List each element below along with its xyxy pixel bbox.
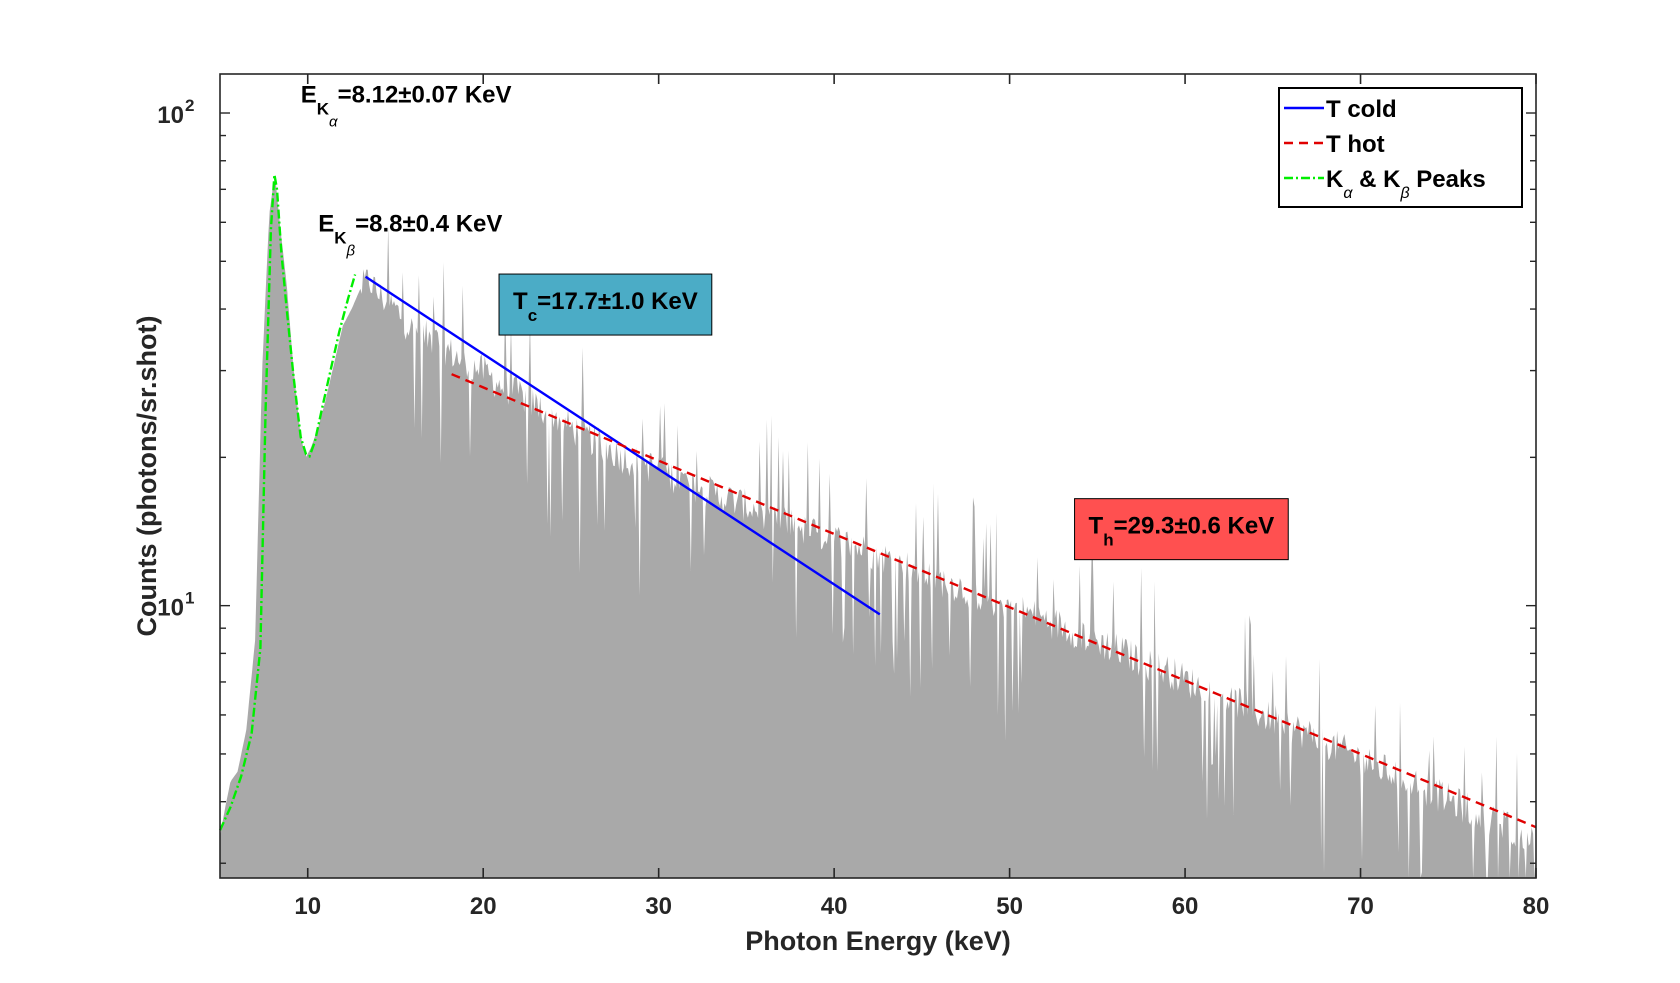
annotations-layer: EKα=8.12±0.07 KeV EKβ=8.8±0.4 KeV Tc=17.7±…	[301, 82, 1289, 561]
y-axis-title: Counts (photons/sr.shot)	[132, 316, 162, 637]
annotation-text: Th=29.3±0.6 KeV	[1089, 513, 1275, 550]
annotation-th: Th=29.3±0.6 KeV	[1074, 498, 1289, 561]
plot-frame	[219, 73, 1537, 879]
annotation-text: Tc=17.7±1.0 KeV	[513, 288, 698, 325]
annotation-text: EKβ=8.8±0.4 KeV	[318, 210, 502, 259]
legend-label: T hot	[1326, 131, 1385, 158]
annotation-tc: Tc=17.7±1.0 KeV	[498, 273, 713, 336]
legend-label: T cold	[1326, 96, 1397, 123]
legend-label: Kα & Kβ Peaks	[1326, 166, 1486, 202]
y-tick-label-exponent: 1	[185, 589, 194, 608]
fit-lines-layer	[218, 174, 1537, 831]
x-axis-title: Photon Energy (keV)	[745, 926, 1011, 956]
x-tick-label: 50	[996, 893, 1023, 920]
annotation-e-kbeta: EKβ=8.8±0.4 KeV	[318, 210, 502, 259]
x-tick-label: 40	[821, 893, 848, 920]
annotation-box	[1074, 498, 1289, 561]
axes-layer	[219, 73, 1537, 879]
y-tick-label-exponent: 2	[185, 96, 194, 115]
x-tick-label: 70	[1347, 893, 1374, 920]
spectrum-fill-layer	[220, 180, 1536, 878]
legend: T cold T hot Kα & Kβ Peaks	[1278, 87, 1523, 208]
series-line-3	[218, 174, 357, 831]
x-tick-label: 10	[294, 893, 321, 920]
annotation-box	[498, 273, 713, 336]
spectrum-area	[220, 180, 1536, 878]
annotation-text: EKα=8.12±0.07 KeV	[301, 82, 512, 131]
x-tick-label: 20	[470, 893, 497, 920]
y-tick-label: 10	[157, 102, 184, 129]
series-line-2	[451, 373, 1537, 829]
x-tick-label: 80	[1523, 893, 1550, 920]
y-tick-label: 10	[157, 595, 184, 622]
annotation-e-kalpha: EKα=8.12±0.07 KeV	[301, 82, 512, 131]
x-tick-label: 60	[1172, 893, 1199, 920]
x-tick-label: 30	[645, 893, 672, 920]
